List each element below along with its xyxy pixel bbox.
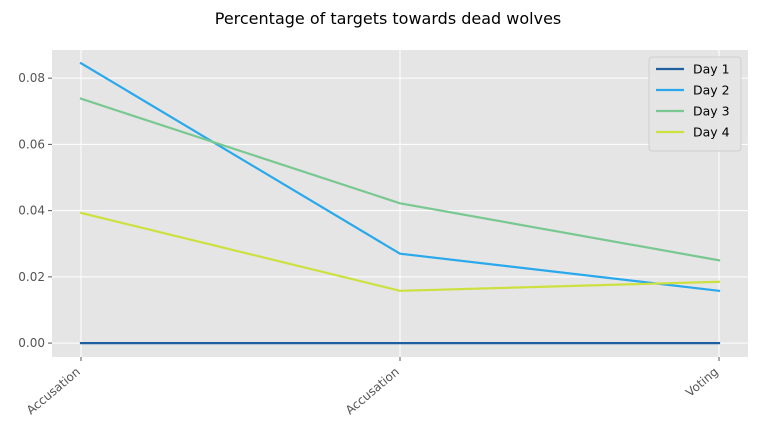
legend-label: Day 3 [693, 104, 730, 119]
legend-box [648, 56, 742, 152]
legend-label: Day 2 [693, 83, 730, 98]
x-tick-label: Accusation [24, 365, 83, 418]
x-tick-label: Voting [683, 365, 721, 400]
series-lines [79, 61, 721, 345]
y-tick-label: 0.02 [18, 270, 45, 284]
series-line-day-3 [79, 97, 721, 262]
y-tick-label: 0.00 [18, 336, 45, 350]
legend-label: Day 1 [693, 62, 730, 77]
y-tick-label: 0.06 [18, 137, 45, 151]
x-tick-label: Accusation [343, 365, 402, 418]
y-tick-label: 0.04 [18, 204, 45, 218]
y-tick-label: 0.08 [18, 71, 45, 85]
series-line-day-4 [79, 211, 721, 292]
legend: Day 1 Day 2 Day 3 Day 4 [648, 56, 742, 152]
legend-label: Day 4 [693, 125, 730, 140]
x-axis: Accusation Accusation Voting [24, 357, 721, 417]
series-line-day-2 [79, 61, 721, 293]
y-axis: 0.00 0.02 0.04 0.06 0.08 [18, 71, 52, 350]
chart-title: Percentage of targets towards dead wolve… [215, 9, 562, 28]
